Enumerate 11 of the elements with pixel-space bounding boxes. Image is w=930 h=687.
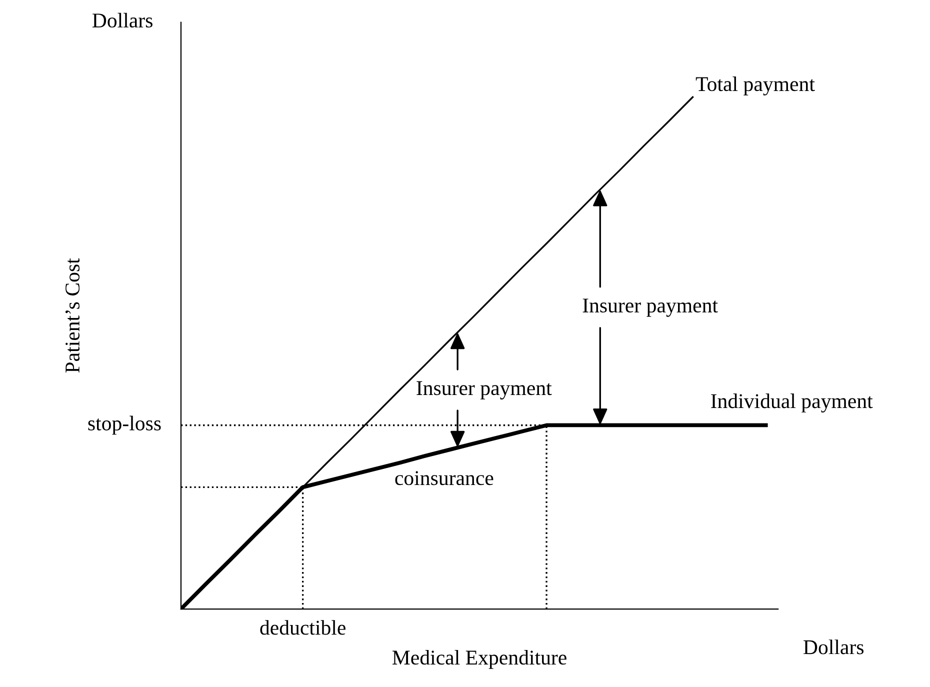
text: stop-loss [88, 416, 161, 435]
x-axis-title: Medical Expenditure [392, 650, 566, 669]
y-axis-title: Patient’s Cost [65, 258, 80, 373]
annotation: Insurer payment [416, 381, 552, 400]
series-label: Individual payment [711, 394, 873, 412]
text: Dollars [804, 640, 864, 654]
series-label: Total payment [696, 76, 815, 96]
text: Dollars [92, 12, 152, 28]
annotation: Insurer payment [582, 298, 718, 317]
text: deductible [260, 620, 346, 635]
annotation: coinsurance [395, 471, 494, 486]
